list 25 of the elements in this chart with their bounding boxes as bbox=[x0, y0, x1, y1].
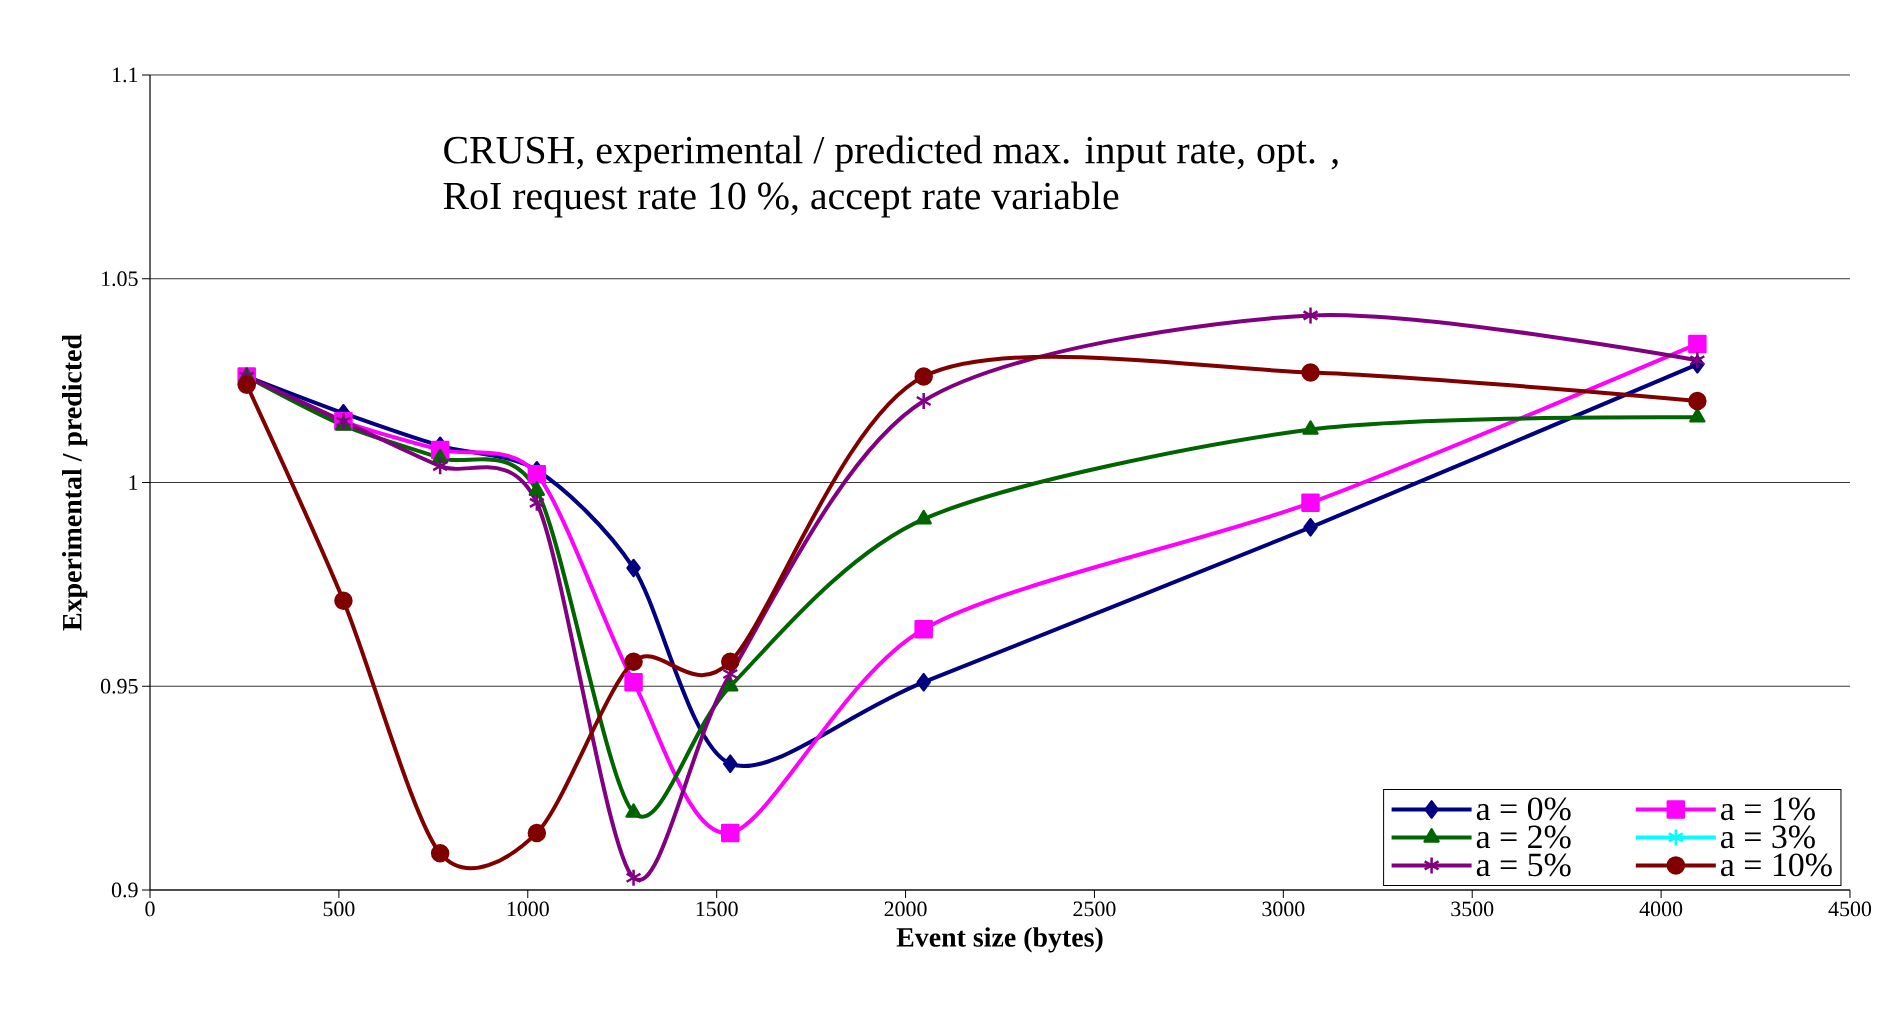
text: RoI request rate 10 %, accept rate variable bbox=[443, 181, 1119, 218]
x-tick-label: 2500 bbox=[1073, 901, 1116, 917]
x-tick-label: 1000 bbox=[507, 901, 549, 917]
y-axis-title: Experimental / predicted bbox=[61, 334, 88, 631]
legend-label: a = 10% bbox=[1721, 853, 1832, 877]
x-tick-label: 500 bbox=[323, 901, 355, 917]
x-tick-label: 2000 bbox=[884, 901, 927, 917]
x-tick-label: 1500 bbox=[696, 901, 738, 917]
x-tick-label: 4500 bbox=[1828, 901, 1872, 917]
y-tick-label: 1 bbox=[129, 475, 138, 490]
y-tick-label: 1.05 bbox=[102, 271, 138, 287]
x-axis-title: Event size (bytes) bbox=[896, 927, 1103, 953]
y-tick-label: 0.95 bbox=[100, 678, 138, 694]
x-tick-label: 3000 bbox=[1262, 901, 1305, 917]
legend-label: a = 2% bbox=[1476, 825, 1571, 849]
y-tick-label: 0.9 bbox=[111, 882, 138, 898]
y-tick-label: 1.1 bbox=[113, 67, 138, 83]
legend-label: a = 3% bbox=[1721, 825, 1815, 849]
legend-label: a = 0% bbox=[1476, 797, 1571, 821]
text: CRUSH, experimental / predicted max. input rate, opt. , bbox=[444, 135, 1338, 172]
x-tick-label: 0 bbox=[145, 901, 155, 917]
legend-label: a = 1% bbox=[1721, 797, 1815, 821]
x-tick-label: 4000 bbox=[1639, 901, 1683, 917]
x-tick-label: 3500 bbox=[1451, 901, 1494, 917]
legend-label: a = 5% bbox=[1476, 853, 1571, 877]
